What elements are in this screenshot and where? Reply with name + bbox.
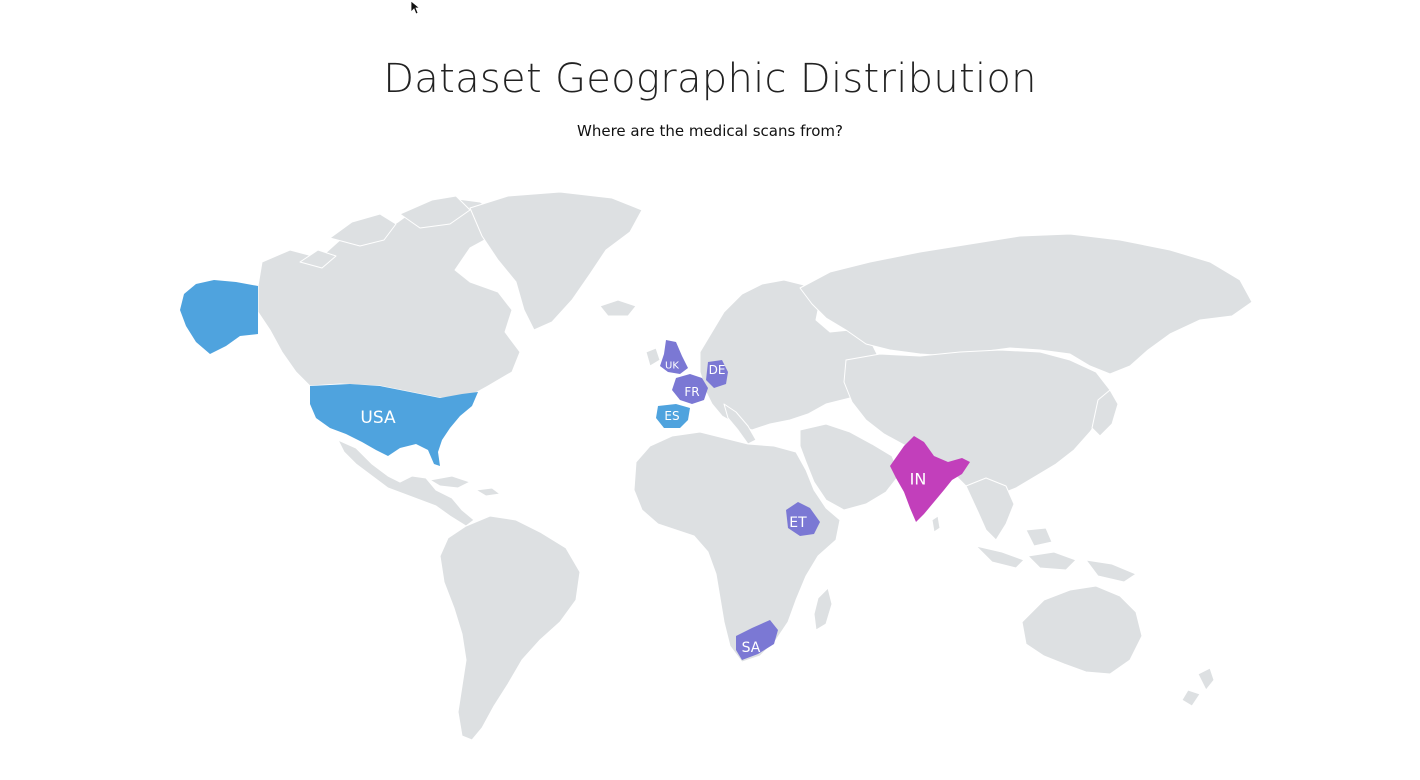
label-et: ET [789, 515, 807, 531]
country-south-africa[interactable] [736, 620, 778, 660]
label-es: ES [664, 409, 679, 423]
land-australia [1021, 585, 1143, 675]
land-asia [843, 349, 1111, 501]
land-iceland [599, 299, 637, 317]
country-germany[interactable] [706, 360, 728, 388]
land-arctic-islands [299, 195, 471, 269]
country-alaska[interactable] [180, 280, 258, 354]
country-uk[interactable] [660, 340, 688, 374]
country-ethiopia[interactable] [786, 502, 820, 536]
land-italy [723, 403, 757, 445]
label-sa: SA [742, 640, 761, 656]
land-japan [1091, 389, 1119, 437]
country-india[interactable] [890, 436, 970, 522]
label-uk: UK [665, 361, 679, 372]
land-indonesia [975, 527, 1137, 583]
mouse-cursor-icon [410, 0, 420, 15]
land-se-asia [965, 477, 1015, 541]
land-greenland [469, 191, 643, 331]
base-land [257, 191, 1253, 741]
country-france[interactable] [672, 374, 708, 404]
label-in: IN [910, 470, 927, 489]
land-madagascar [813, 587, 833, 631]
country-labels: USA UK FR DE ES ET SA IN [360, 361, 926, 657]
land-mexico [337, 439, 475, 527]
highlighted-countries [180, 280, 970, 660]
land-new-zealand [1181, 667, 1215, 707]
land-caribbean [429, 475, 501, 497]
slide-subtitle: Where are the medical scans from? [577, 122, 843, 140]
country-usa[interactable] [310, 384, 478, 466]
label-de: DE [709, 363, 726, 377]
land-ireland [645, 347, 661, 367]
land-arabia [799, 423, 901, 511]
label-usa: USA [360, 408, 396, 428]
land-africa [633, 431, 841, 663]
land-south-america [439, 515, 581, 741]
label-fr: FR [684, 385, 699, 399]
land-russia [799, 233, 1253, 375]
country-spain[interactable] [656, 404, 690, 428]
land-sri-lanka [931, 515, 941, 533]
slide-title: Dataset Geographic Distribution [383, 56, 1037, 102]
